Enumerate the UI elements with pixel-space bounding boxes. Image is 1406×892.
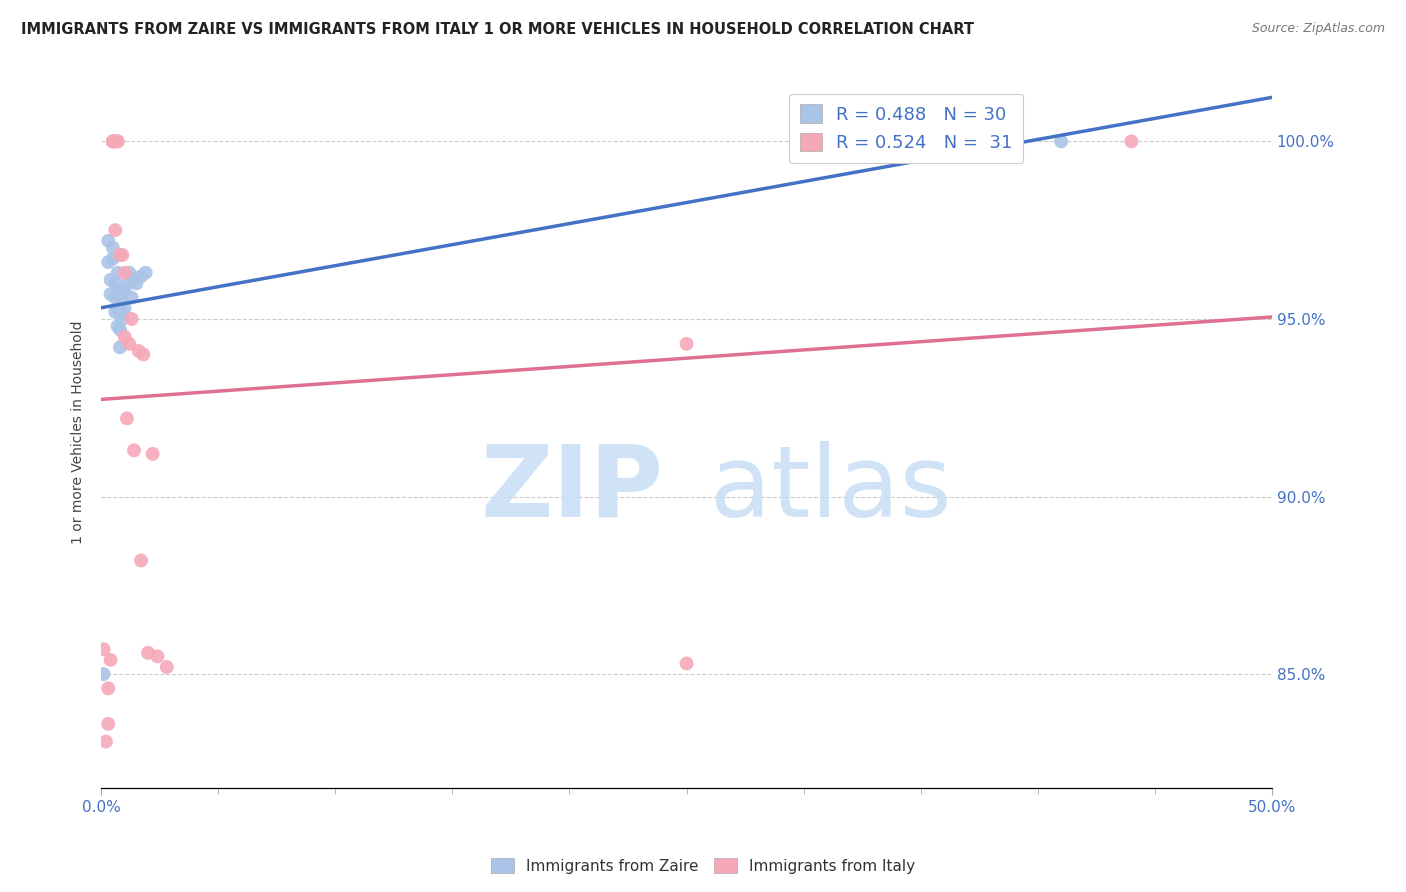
Point (128, 343, 150, 358)
Point (125, 277, 148, 291)
Point (104, 134, 127, 148)
Point (97, 255, 120, 269)
Point (101, 241, 124, 255)
Point (136, 646, 159, 660)
Point (118, 266, 141, 280)
Point (104, 223, 127, 237)
Point (97, 234, 120, 248)
Point (101, 252, 124, 266)
Point (114, 329, 136, 343)
Point (108, 248, 131, 262)
Point (104, 305, 127, 319)
Point (156, 660, 179, 674)
Point (108, 305, 131, 319)
Point (146, 649, 169, 664)
Legend: Immigrants from Zaire, Immigrants from Italy: Immigrants from Zaire, Immigrants from I… (485, 852, 921, 880)
Point (107, 284, 129, 298)
Point (118, 336, 141, 351)
Point (93, 667, 115, 681)
Point (129, 553, 152, 567)
Point (108, 287, 131, 301)
Point (101, 134, 124, 148)
Legend: R = 0.488   N = 30, R = 0.524   N =  31: R = 0.488 N = 30, R = 0.524 N = 31 (789, 94, 1024, 163)
Point (121, 312, 143, 326)
Point (97, 681, 120, 696)
Point (107, 301, 129, 316)
Point (97, 716, 120, 731)
Point (675, 657, 697, 671)
Text: ZIP: ZIP (481, 441, 664, 538)
Point (104, 134, 127, 148)
Point (100, 273, 122, 287)
Point (111, 312, 134, 326)
Point (111, 248, 134, 262)
Point (132, 347, 155, 361)
Point (122, 273, 145, 287)
Point (101, 134, 124, 148)
Point (108, 323, 131, 337)
Point (107, 134, 129, 148)
Point (1050, 134, 1073, 148)
Point (100, 653, 122, 667)
Point (121, 291, 143, 305)
Point (101, 134, 124, 148)
Point (114, 266, 136, 280)
Point (94, 734, 117, 748)
Text: atlas: atlas (710, 441, 952, 538)
Text: IMMIGRANTS FROM ZAIRE VS IMMIGRANTS FROM ITALY 1 OR MORE VEHICLES IN HOUSEHOLD C: IMMIGRANTS FROM ZAIRE VS IMMIGRANTS FROM… (21, 22, 974, 37)
Point (675, 336, 697, 351)
Point (104, 277, 127, 291)
Point (122, 443, 145, 458)
Point (129, 269, 152, 284)
Point (100, 287, 122, 301)
Point (107, 266, 129, 280)
Point (114, 301, 136, 316)
Point (104, 291, 127, 305)
Point (107, 319, 129, 334)
Point (115, 277, 138, 291)
Point (114, 284, 136, 298)
Text: Source: ZipAtlas.com: Source: ZipAtlas.com (1251, 22, 1385, 36)
Y-axis label: 1 or more Vehicles in Household: 1 or more Vehicles in Household (72, 321, 86, 544)
Point (142, 447, 165, 461)
Point (107, 134, 129, 148)
Point (1121, 134, 1143, 148)
Point (115, 411, 138, 425)
Point (135, 266, 157, 280)
Point (108, 340, 131, 354)
Point (93, 642, 115, 657)
Point (111, 294, 134, 309)
